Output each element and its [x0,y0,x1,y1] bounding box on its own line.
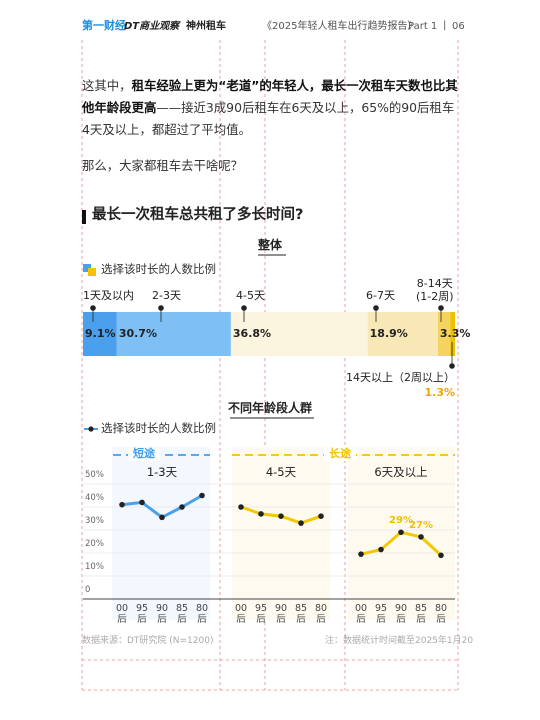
value-label: 36.8% [232,327,272,340]
guides [81,40,459,691]
point [418,534,424,540]
y-tick-label: 40% [85,493,104,503]
value-label: 1.3% [424,386,455,399]
x-tick-label: 90 后 [274,603,288,625]
leader-dot [90,305,96,311]
logo: DT商业观察 [124,21,180,32]
value-label: 27% [409,519,433,531]
value-label: 3.3% [439,327,471,340]
y-tick-label: 30% [85,516,104,526]
category-label: 2-3天 [152,289,181,302]
point [139,499,145,506]
section-title: 最长一次租车总共租了多长时间? [92,207,304,223]
panel-background [112,447,210,620]
point [378,546,384,553]
point [258,511,264,517]
x-tick-label: 00 后 [234,603,248,625]
value-label: 9.1% [85,327,116,340]
x-tick-label: 00 后 [115,603,129,625]
note: 注：数据统计时间截至2025年1月20 [325,636,474,646]
panel-title: 1-3天 [146,465,178,479]
group-label: 长途 [324,447,356,461]
leader-dot [373,305,379,311]
logo: 神州租车 [186,21,226,32]
panel-title: 4-5天 [265,465,297,479]
bar-segment [116,312,231,356]
point [179,504,185,510]
text-run: ——接近3成90后租车在6天及以上，65%的90后租车4天及以上，都超过了平均值… [82,100,455,137]
text-run: 那么，大家都租车去干啥呢？ [82,158,244,173]
leader-dot [158,305,164,311]
legend-icon [88,426,94,432]
chart-title: 整体 [257,238,282,252]
point [318,513,324,519]
x-tick-label: 95 后 [254,603,268,625]
category-label: 4-5天 [236,289,265,302]
page-number: 06 [452,21,465,32]
x-tick-label: 00 后 [354,603,368,625]
text-run: 租车经验上更为“老道”的年轻人，最长一次租车天数也比其他年龄段更高 [82,78,458,115]
bar-segment [230,312,368,356]
point [238,504,244,510]
category-label: 6-7天 [366,289,395,302]
point [159,514,165,521]
y-tick-label: 20% [85,539,104,549]
point [438,552,444,559]
x-tick-label: 80 后 [434,603,448,625]
leader-dot [241,305,247,311]
legend-label: 选择该时长的人数比例 [101,421,216,435]
category-label: 1天及以内 [83,289,134,302]
leader-dot [438,305,444,311]
x-tick-label: 90 后 [394,603,408,625]
y-tick-label: 50% [85,470,104,480]
x-tick-label: 85 后 [175,603,189,625]
panel-background [232,447,330,620]
x-tick-label: 85 后 [414,603,428,625]
legend-icon [88,268,96,276]
y-tick-label: 10% [85,562,104,572]
bar-segment [450,312,455,356]
bar-segment [83,312,117,356]
title-bar [82,210,86,224]
value-label: 29% [389,515,413,527]
point [398,529,404,536]
x-tick-label: 95 后 [135,603,149,625]
legend-label: 选择该时长的人数比例 [101,262,216,276]
x-tick-label: 90 后 [155,603,169,625]
point [199,492,205,499]
point [298,520,304,526]
leader-dot [449,363,455,369]
logo: 第一财经 [82,19,126,32]
category-label: 14天以上（2周以上） [346,371,455,384]
text-run: 这其中， [82,78,132,93]
category-label: 8-14天 (1-2周) [416,277,454,303]
report-title: 《2025年轻人租车出行趋势报告》 [262,21,418,32]
point [278,513,284,519]
source: 数据来源：DT研究院 (N=1200) [82,636,214,646]
value-label: 30.7% [118,327,157,340]
y-tick-label: 0 [85,585,91,595]
legend-icon [83,264,91,272]
point [358,551,364,557]
separator: | [443,20,447,31]
x-tick-label: 80 后 [195,603,209,625]
paragraph: 那么，大家都租车去干啥呢？ [82,155,460,177]
group-label: 短途 [128,447,160,461]
chart-title: 不同年龄段人群 [227,401,312,415]
value-label: 18.9% [369,327,408,340]
x-tick-label: 85 后 [294,603,308,625]
panel-title: 6天及以上 [374,465,428,479]
paragraph: 这其中，租车经验上更为“老道”的年轻人，最长一次租车天数也比其他年龄段更高——接… [82,75,460,141]
x-tick-label: 95 后 [374,603,388,625]
bar-segment [437,312,451,356]
point [119,501,125,508]
part: Part 1 [408,21,438,32]
bar-segment [367,312,438,356]
x-tick-label: 80 后 [314,603,328,625]
